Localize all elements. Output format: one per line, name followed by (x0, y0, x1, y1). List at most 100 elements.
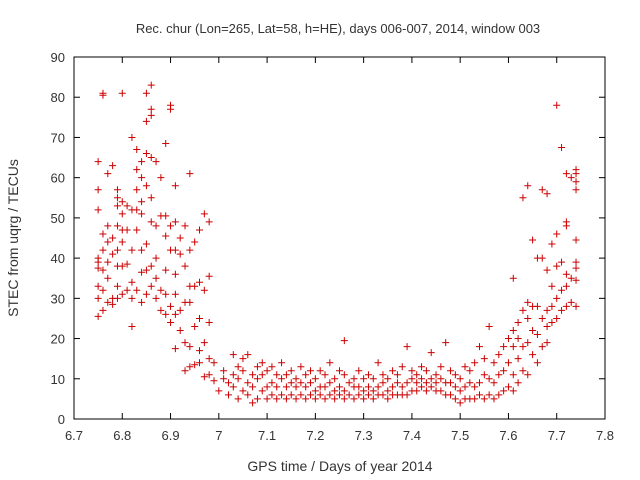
data-point (224, 391, 232, 399)
data-point (393, 379, 401, 387)
data-point (336, 383, 343, 391)
data-point (495, 371, 503, 379)
data-point (307, 379, 315, 387)
data-point (553, 314, 561, 322)
plot-frame (73, 56, 606, 420)
data-point (109, 234, 117, 242)
data-point (297, 379, 305, 387)
data-point (292, 375, 300, 383)
data-point (567, 174, 575, 182)
data-point (220, 367, 228, 375)
data-point (456, 399, 464, 407)
data-point (442, 339, 450, 347)
data-point (514, 335, 522, 343)
data-point (432, 371, 440, 379)
data-point (186, 246, 194, 254)
data-point (94, 254, 102, 262)
data-point (133, 226, 141, 234)
data-point (413, 371, 421, 379)
data-point (509, 371, 517, 379)
data-point (176, 234, 184, 242)
data-point (350, 395, 358, 403)
data-point (567, 298, 575, 306)
data-point (307, 391, 315, 399)
data-point (152, 222, 160, 230)
data-point (162, 139, 170, 147)
data-point (461, 383, 469, 391)
y-axis-label: STEC from uqrg / TECUs (5, 159, 21, 317)
data-point (558, 286, 566, 294)
data-point (384, 387, 392, 395)
data-point (133, 166, 141, 174)
x-tick-label: 7.6 (499, 428, 517, 443)
data-point (297, 391, 305, 399)
data-point (104, 170, 112, 178)
data-point (355, 383, 363, 391)
data-point (234, 363, 242, 371)
data-point (162, 310, 170, 318)
data-point (94, 294, 102, 302)
data-point (553, 294, 561, 302)
data-point (99, 230, 107, 238)
data-point (316, 391, 324, 399)
data-point (413, 387, 421, 395)
data-point (475, 391, 483, 399)
data-point (572, 166, 580, 174)
x-tick-label: 6.8 (113, 428, 131, 443)
data-point (379, 371, 387, 379)
data-point (147, 81, 155, 89)
data-point (374, 359, 382, 367)
data-point (113, 202, 121, 210)
data-point (509, 327, 517, 335)
x-tick-label: 7.8 (596, 428, 614, 443)
data-point (504, 383, 512, 391)
data-point (138, 210, 146, 218)
data-point (572, 258, 580, 266)
data-point (181, 367, 189, 375)
data-point (273, 371, 281, 379)
y-tick-label: 60 (51, 171, 65, 186)
data-point (176, 250, 184, 258)
data-point (543, 339, 551, 347)
data-point (200, 210, 208, 218)
data-point (128, 133, 136, 141)
data-point (360, 375, 368, 383)
data-point (205, 355, 213, 363)
data-point (210, 377, 218, 385)
data-point (461, 363, 469, 371)
data-point (244, 391, 252, 399)
data-points (94, 81, 580, 407)
data-point (500, 343, 508, 351)
data-point (113, 294, 121, 302)
data-point (123, 286, 131, 294)
data-point (451, 383, 459, 391)
y-tick-label: 10 (51, 372, 65, 387)
data-point (128, 294, 136, 302)
data-point (519, 306, 527, 314)
data-point (548, 240, 556, 248)
data-point (152, 294, 160, 302)
data-point (543, 322, 551, 330)
data-point (350, 375, 358, 383)
data-point (273, 395, 281, 403)
data-point (186, 363, 194, 371)
data-point (340, 337, 348, 345)
data-point (152, 158, 160, 166)
y-tick-label: 0 (58, 412, 65, 427)
data-point (519, 194, 527, 202)
data-point (408, 367, 416, 375)
data-point (152, 274, 160, 282)
data-point (509, 274, 517, 282)
data-point (282, 395, 290, 403)
data-point (514, 318, 522, 326)
data-point (529, 351, 537, 359)
data-point (548, 302, 556, 310)
data-point (326, 359, 334, 367)
data-point (113, 194, 121, 202)
data-point (94, 264, 102, 272)
data-point (142, 89, 150, 97)
data-point (167, 302, 175, 310)
data-point (200, 339, 208, 347)
data-point (157, 306, 165, 314)
data-point (558, 144, 566, 151)
